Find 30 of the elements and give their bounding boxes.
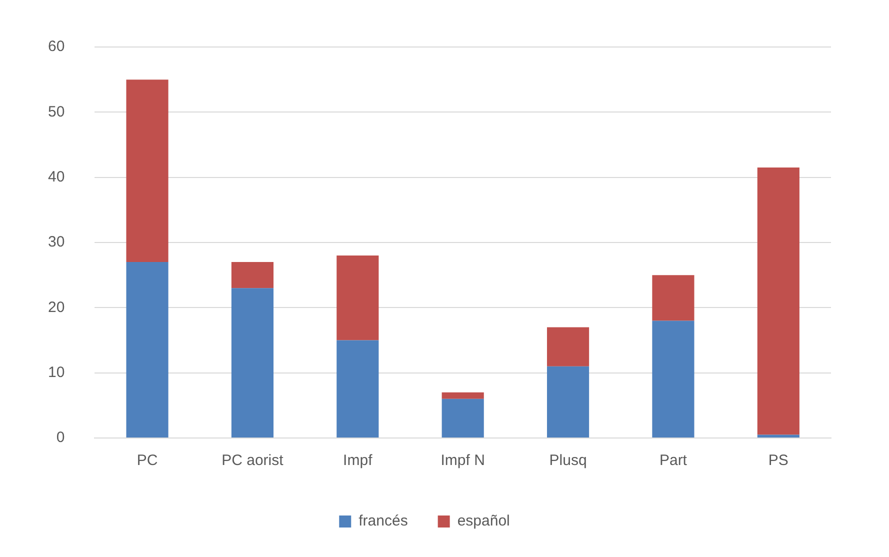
x-tick-label: Part [659,452,688,470]
y-tick-label: 40 [48,168,65,186]
y-tick-label: 0 [56,429,65,446]
bar [652,275,694,321]
y-tick-label: 50 [48,103,65,120]
bar [442,398,484,438]
x-tick-label: PC aorist [222,452,284,470]
legend-label: español [457,512,510,530]
legend-label: francés [358,512,408,530]
bar [126,262,168,438]
x-tick-label: PS [768,452,788,470]
y-tick-label: 30 [48,234,65,251]
x-tick-label: Impf N [440,452,485,470]
y-tick-label: 60 [48,38,65,56]
bar [442,392,484,399]
bar [546,366,590,438]
bar [336,340,379,438]
x-tick-label: Plusq [549,452,587,470]
bar [652,320,694,438]
bar [231,288,274,438]
y-tick-label: 10 [48,364,65,381]
bar [757,168,800,435]
bar [757,434,800,438]
y-tick-label: 20 [48,298,65,316]
bar [336,256,379,340]
x-tick-label: PC [136,452,158,470]
bar [231,262,274,288]
bar [126,80,168,262]
bar [546,327,590,366]
x-tick-label: Impf [343,452,374,470]
